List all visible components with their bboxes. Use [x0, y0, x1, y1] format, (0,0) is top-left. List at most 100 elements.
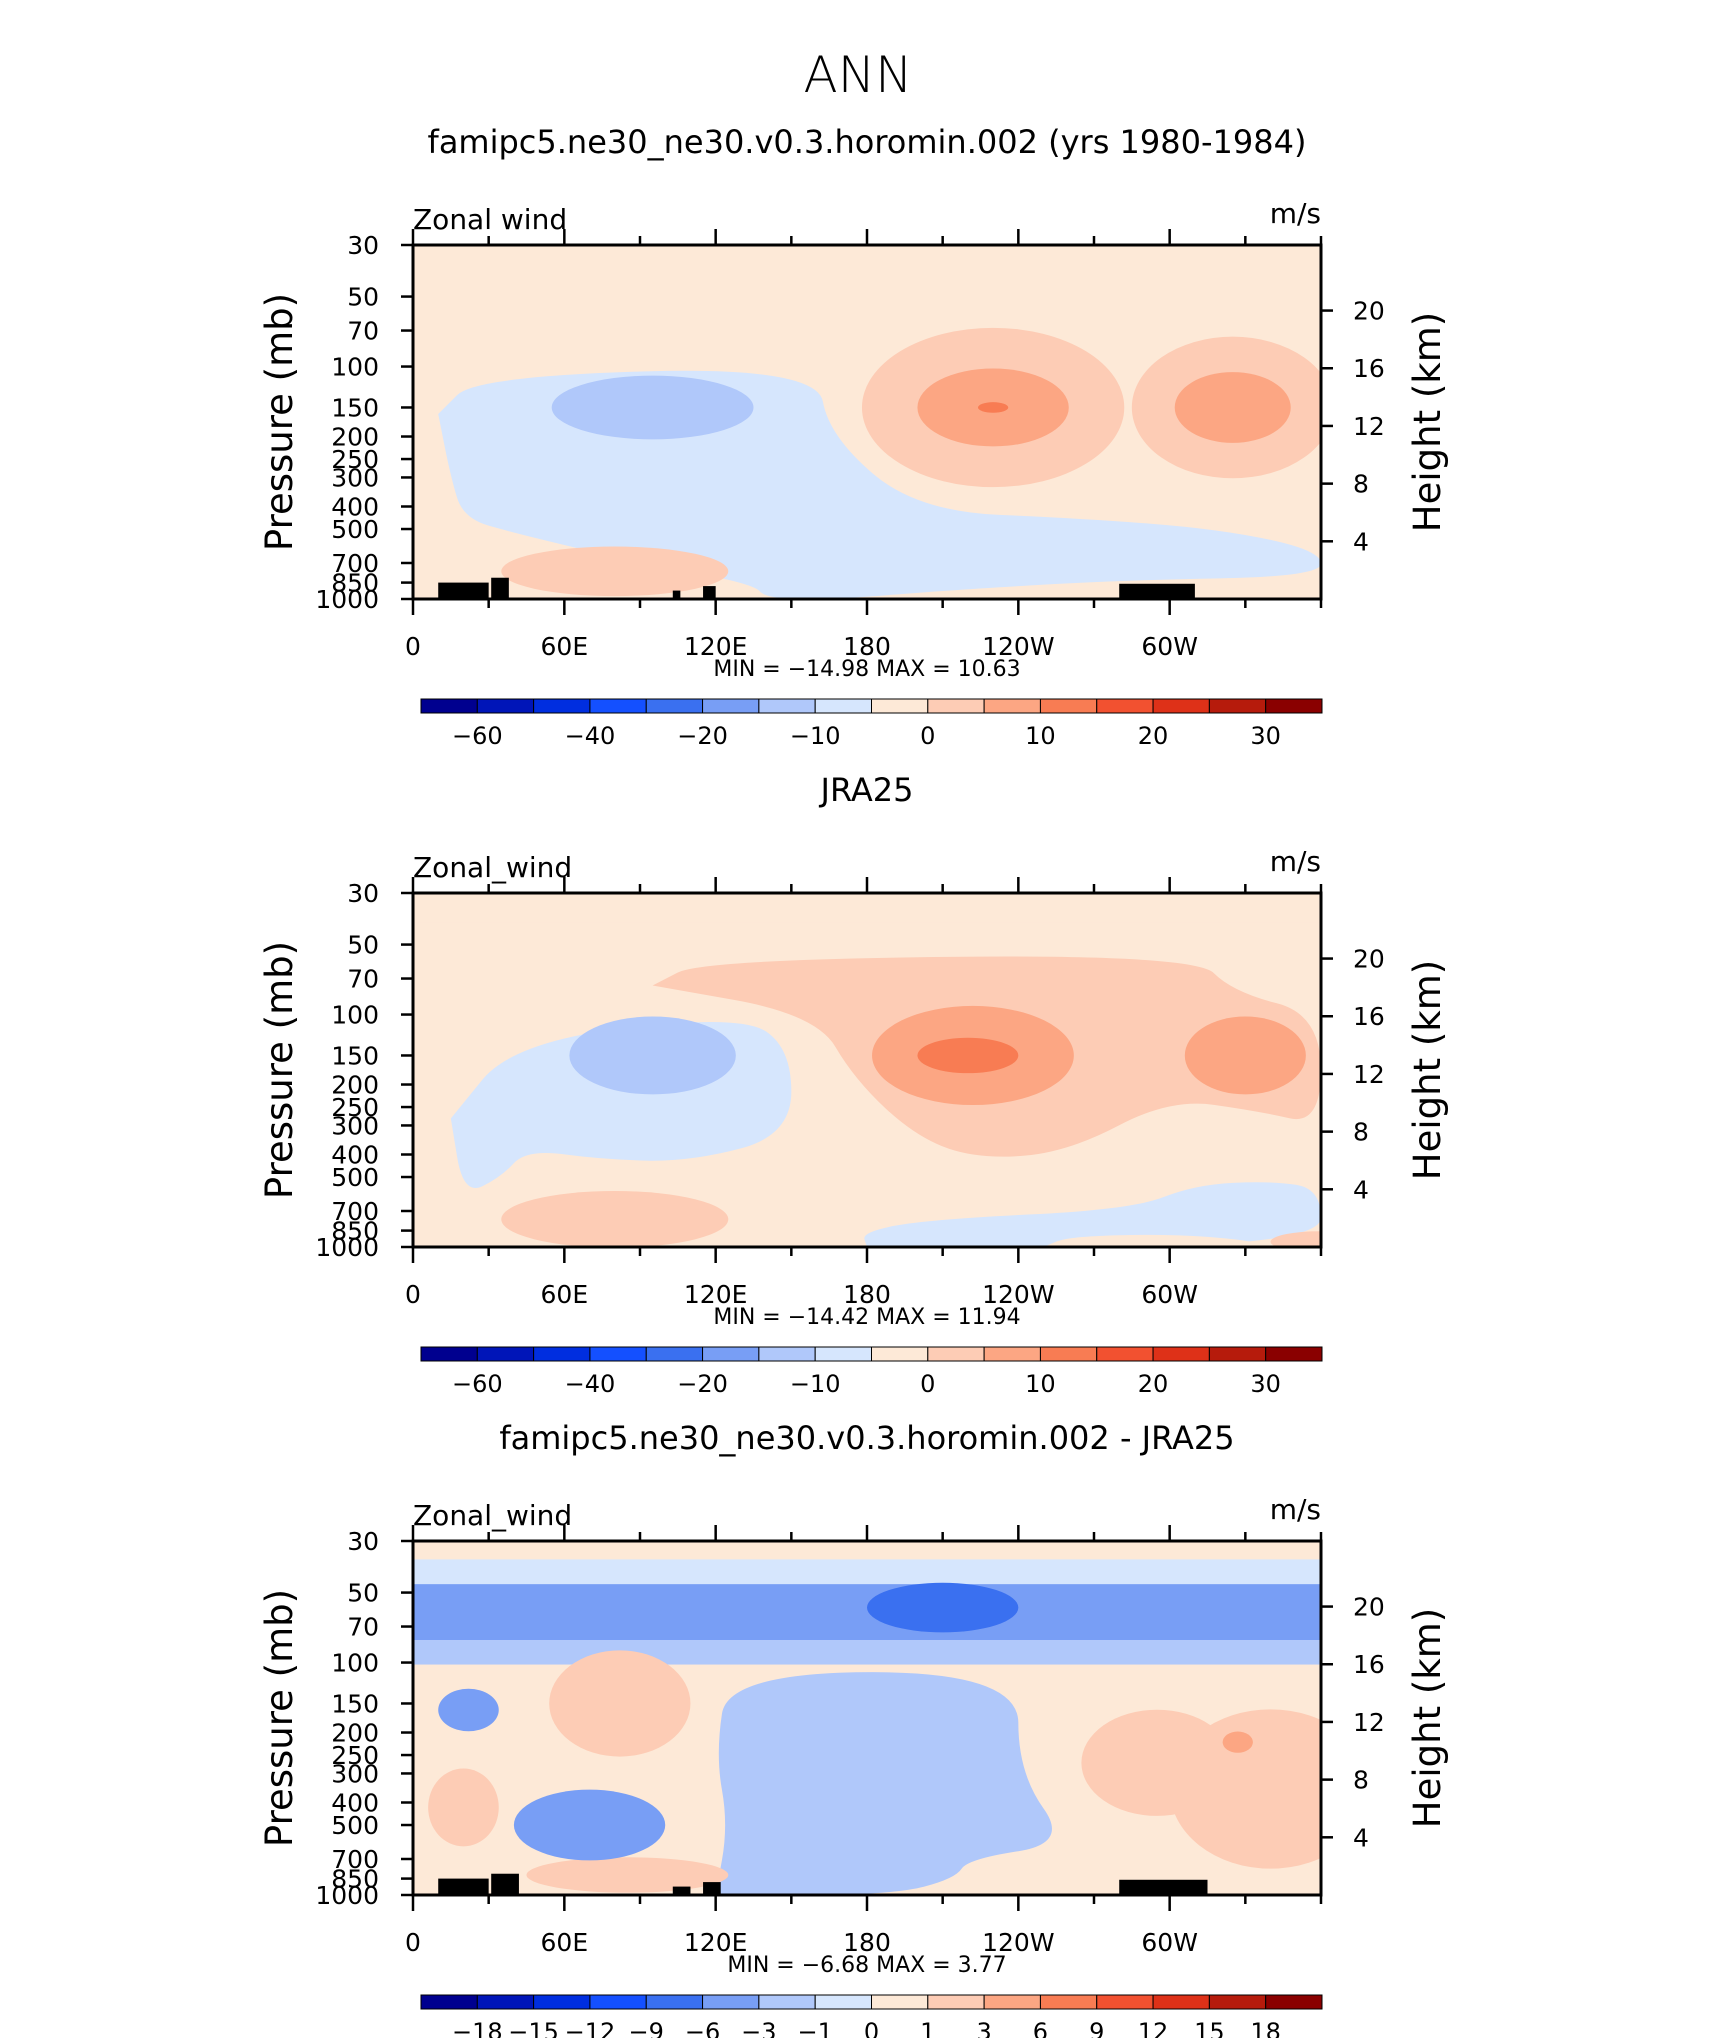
- right-tick-label: 20: [1353, 945, 1385, 974]
- contour-region: [917, 1037, 1019, 1074]
- y-tick-label: 200: [331, 1071, 379, 1100]
- colorbar-tick-label: 18: [1250, 2018, 1281, 2038]
- right-tick-label: 8: [1353, 470, 1369, 499]
- colorbar-swatch: [1208, 1346, 1267, 1362]
- y-tick-label: 500: [331, 1811, 379, 1840]
- colorbar-swatch: [814, 1994, 872, 2010]
- x-tick-label: 60E: [541, 632, 589, 661]
- x-tick-label: 180: [843, 1280, 891, 1309]
- colorbar-swatch: [1208, 1994, 1267, 2010]
- colorbar-tick-label: −10: [790, 1370, 841, 1398]
- colorbar-swatch: [533, 698, 591, 714]
- units-label: m/s: [1270, 197, 1321, 230]
- contour-region: [551, 375, 754, 440]
- orography-block: [491, 577, 509, 599]
- colorbar-swatch: [1265, 698, 1323, 714]
- x-tick-label: 60W: [1141, 632, 1198, 661]
- y-tick-label: 50: [347, 283, 379, 312]
- colorbar-tick-label: −3: [741, 2018, 776, 2038]
- colorbar-tick-label: 1: [920, 2018, 935, 2038]
- panels: famipc5.ne30_ne30.v0.3.horomin.002 (yrs …: [258, 123, 1449, 2038]
- orography-block: [438, 582, 489, 599]
- right-tick-label: 8: [1353, 1766, 1369, 1795]
- variable-label: Zonal wind: [413, 203, 567, 236]
- colorbar-tick-label: 20: [1138, 1370, 1169, 1398]
- chart-panel-2: JRA25 Zonal_wind m/s 0 60E 120E 180 120W 60W MIN …: [258, 771, 1449, 1398]
- colorbar-swatch: [476, 1994, 535, 2010]
- min-max-label: MIN = −14.42 MAX = 11.94: [713, 1305, 1020, 1330]
- colorbar-swatch: [983, 698, 1041, 714]
- colorbar-swatch: [1152, 1994, 1210, 2010]
- orography-block: [1119, 583, 1195, 599]
- colorbar-tick-label: −40: [565, 722, 616, 750]
- colorbar-swatch: [871, 698, 929, 714]
- y-axis-label-right: Height (km): [1406, 960, 1449, 1180]
- colorbar-swatch: [1039, 698, 1098, 714]
- colorbar-tick-label: 0: [920, 1370, 935, 1398]
- right-tick-label: 16: [1353, 1002, 1385, 1031]
- colorbar-swatch: [871, 1346, 929, 1362]
- y-tick-label: 150: [331, 1689, 379, 1718]
- contour-band: [413, 245, 1321, 293]
- colorbar-tick-label: −1: [797, 2018, 832, 2038]
- colorbar-tick-label: 3: [976, 2018, 991, 2038]
- orography-block: [491, 1873, 519, 1895]
- colorbar-tick-label: −60: [452, 1370, 503, 1398]
- colorbar-swatch: [927, 1994, 985, 2010]
- right-tick-label: 4: [1353, 1823, 1369, 1852]
- colorbar-swatch: [589, 1346, 647, 1362]
- colorbar-swatch: [758, 1346, 816, 1362]
- colorbar-swatch: [645, 1994, 704, 2010]
- panel-title: famipc5.ne30_ne30.v0.3.horomin.002 (yrs …: [428, 123, 1307, 161]
- panel-title: JRA25: [819, 771, 914, 809]
- contour-region: [501, 1190, 729, 1247]
- contour-region: [1169, 1709, 1321, 1869]
- y-tick-label: 150: [331, 393, 379, 422]
- colorbar-swatch: [589, 698, 647, 714]
- y-axis-label-right: Height (km): [1406, 312, 1449, 532]
- y-axis-label: Pressure (mb): [258, 1589, 301, 1847]
- panel-title: famipc5.ne30_ne30.v0.3.horomin.002 - JRA…: [499, 1419, 1234, 1457]
- y-tick-label: 100: [331, 353, 379, 382]
- colorbar-swatch: [702, 698, 760, 714]
- x-tick-label: 180: [843, 1928, 891, 1957]
- units-label: m/s: [1270, 845, 1321, 878]
- colorbar-tick-label: 12: [1138, 2018, 1169, 2038]
- colorbar-swatch: [814, 698, 872, 714]
- orography-block: [703, 1882, 721, 1895]
- y-tick-label: 1000: [315, 1881, 379, 1910]
- colorbar-tick-label: −15: [508, 2018, 559, 2038]
- colorbar-swatch: [645, 1346, 704, 1362]
- right-tick-label: 20: [1353, 1593, 1385, 1622]
- colorbar-tick-label: −12: [565, 2018, 616, 2038]
- contour-region: [1270, 1231, 1321, 1247]
- colorbar-tick-label: −6: [685, 2018, 720, 2038]
- units-label: m/s: [1270, 1493, 1321, 1526]
- contour-band: [413, 893, 1321, 923]
- colorbar-swatch: [533, 1346, 591, 1362]
- y-tick-label: 700: [331, 1197, 379, 1226]
- variable-label: Zonal_wind: [413, 1499, 572, 1532]
- y-tick-label: 400: [331, 1788, 379, 1817]
- x-tick-label: 0: [405, 632, 421, 661]
- right-tick-label: 12: [1353, 412, 1385, 441]
- contour-region: [864, 1182, 1321, 1247]
- x-tick-label: 60W: [1141, 1928, 1198, 1957]
- colorbar-tick-label: −18: [452, 2018, 503, 2038]
- colorbar-tick-label: 10: [1025, 1370, 1056, 1398]
- colorbar-tick-label: −9: [629, 2018, 664, 2038]
- colorbar-swatch: [1208, 698, 1267, 714]
- contour-fill: [413, 1541, 1321, 1895]
- y-tick-label: 300: [331, 463, 379, 492]
- right-tick-label: 4: [1353, 527, 1369, 556]
- y-tick-label: 1000: [315, 1233, 379, 1262]
- y-tick-label: 70: [347, 965, 379, 994]
- y-tick-label: 700: [331, 1845, 379, 1874]
- x-tick-label: 120E: [684, 1928, 748, 1957]
- colorbar-tick-label: 30: [1250, 722, 1281, 750]
- orography-block: [672, 1886, 691, 1895]
- contour-region: [1222, 1731, 1253, 1753]
- x-tick-label: 120W: [982, 632, 1054, 661]
- right-tick-label: 20: [1353, 297, 1385, 326]
